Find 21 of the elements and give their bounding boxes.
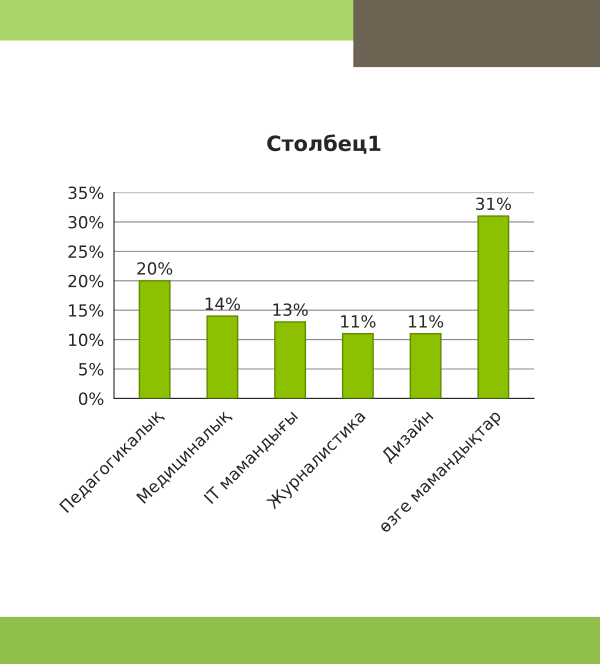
y-tick-label: 20% [68, 274, 104, 288]
bar [274, 321, 306, 398]
y-tick-label: 0% [78, 392, 104, 405]
data-label: 11% [341, 315, 376, 328]
bar [477, 215, 510, 398]
data-label: 31% [476, 197, 511, 210]
y-tick-label: 25% [68, 245, 104, 258]
data-label: 13% [273, 303, 308, 316]
y-tick-label: 10% [69, 334, 104, 346]
chart-title: Столбец1 [267, 134, 380, 154]
bar [138, 280, 171, 398]
bar [342, 333, 374, 398]
bar [410, 333, 442, 398]
y-tick-label: 5% [79, 362, 104, 376]
y-tick-label: 35% [68, 186, 104, 200]
data-label: 11% [408, 315, 444, 328]
bar [206, 315, 238, 398]
y-tick-label: 15% [69, 304, 104, 317]
data-label: 20% [137, 262, 172, 275]
y-tick-label: 30% [68, 216, 104, 229]
data-label: 14% [206, 297, 240, 310]
